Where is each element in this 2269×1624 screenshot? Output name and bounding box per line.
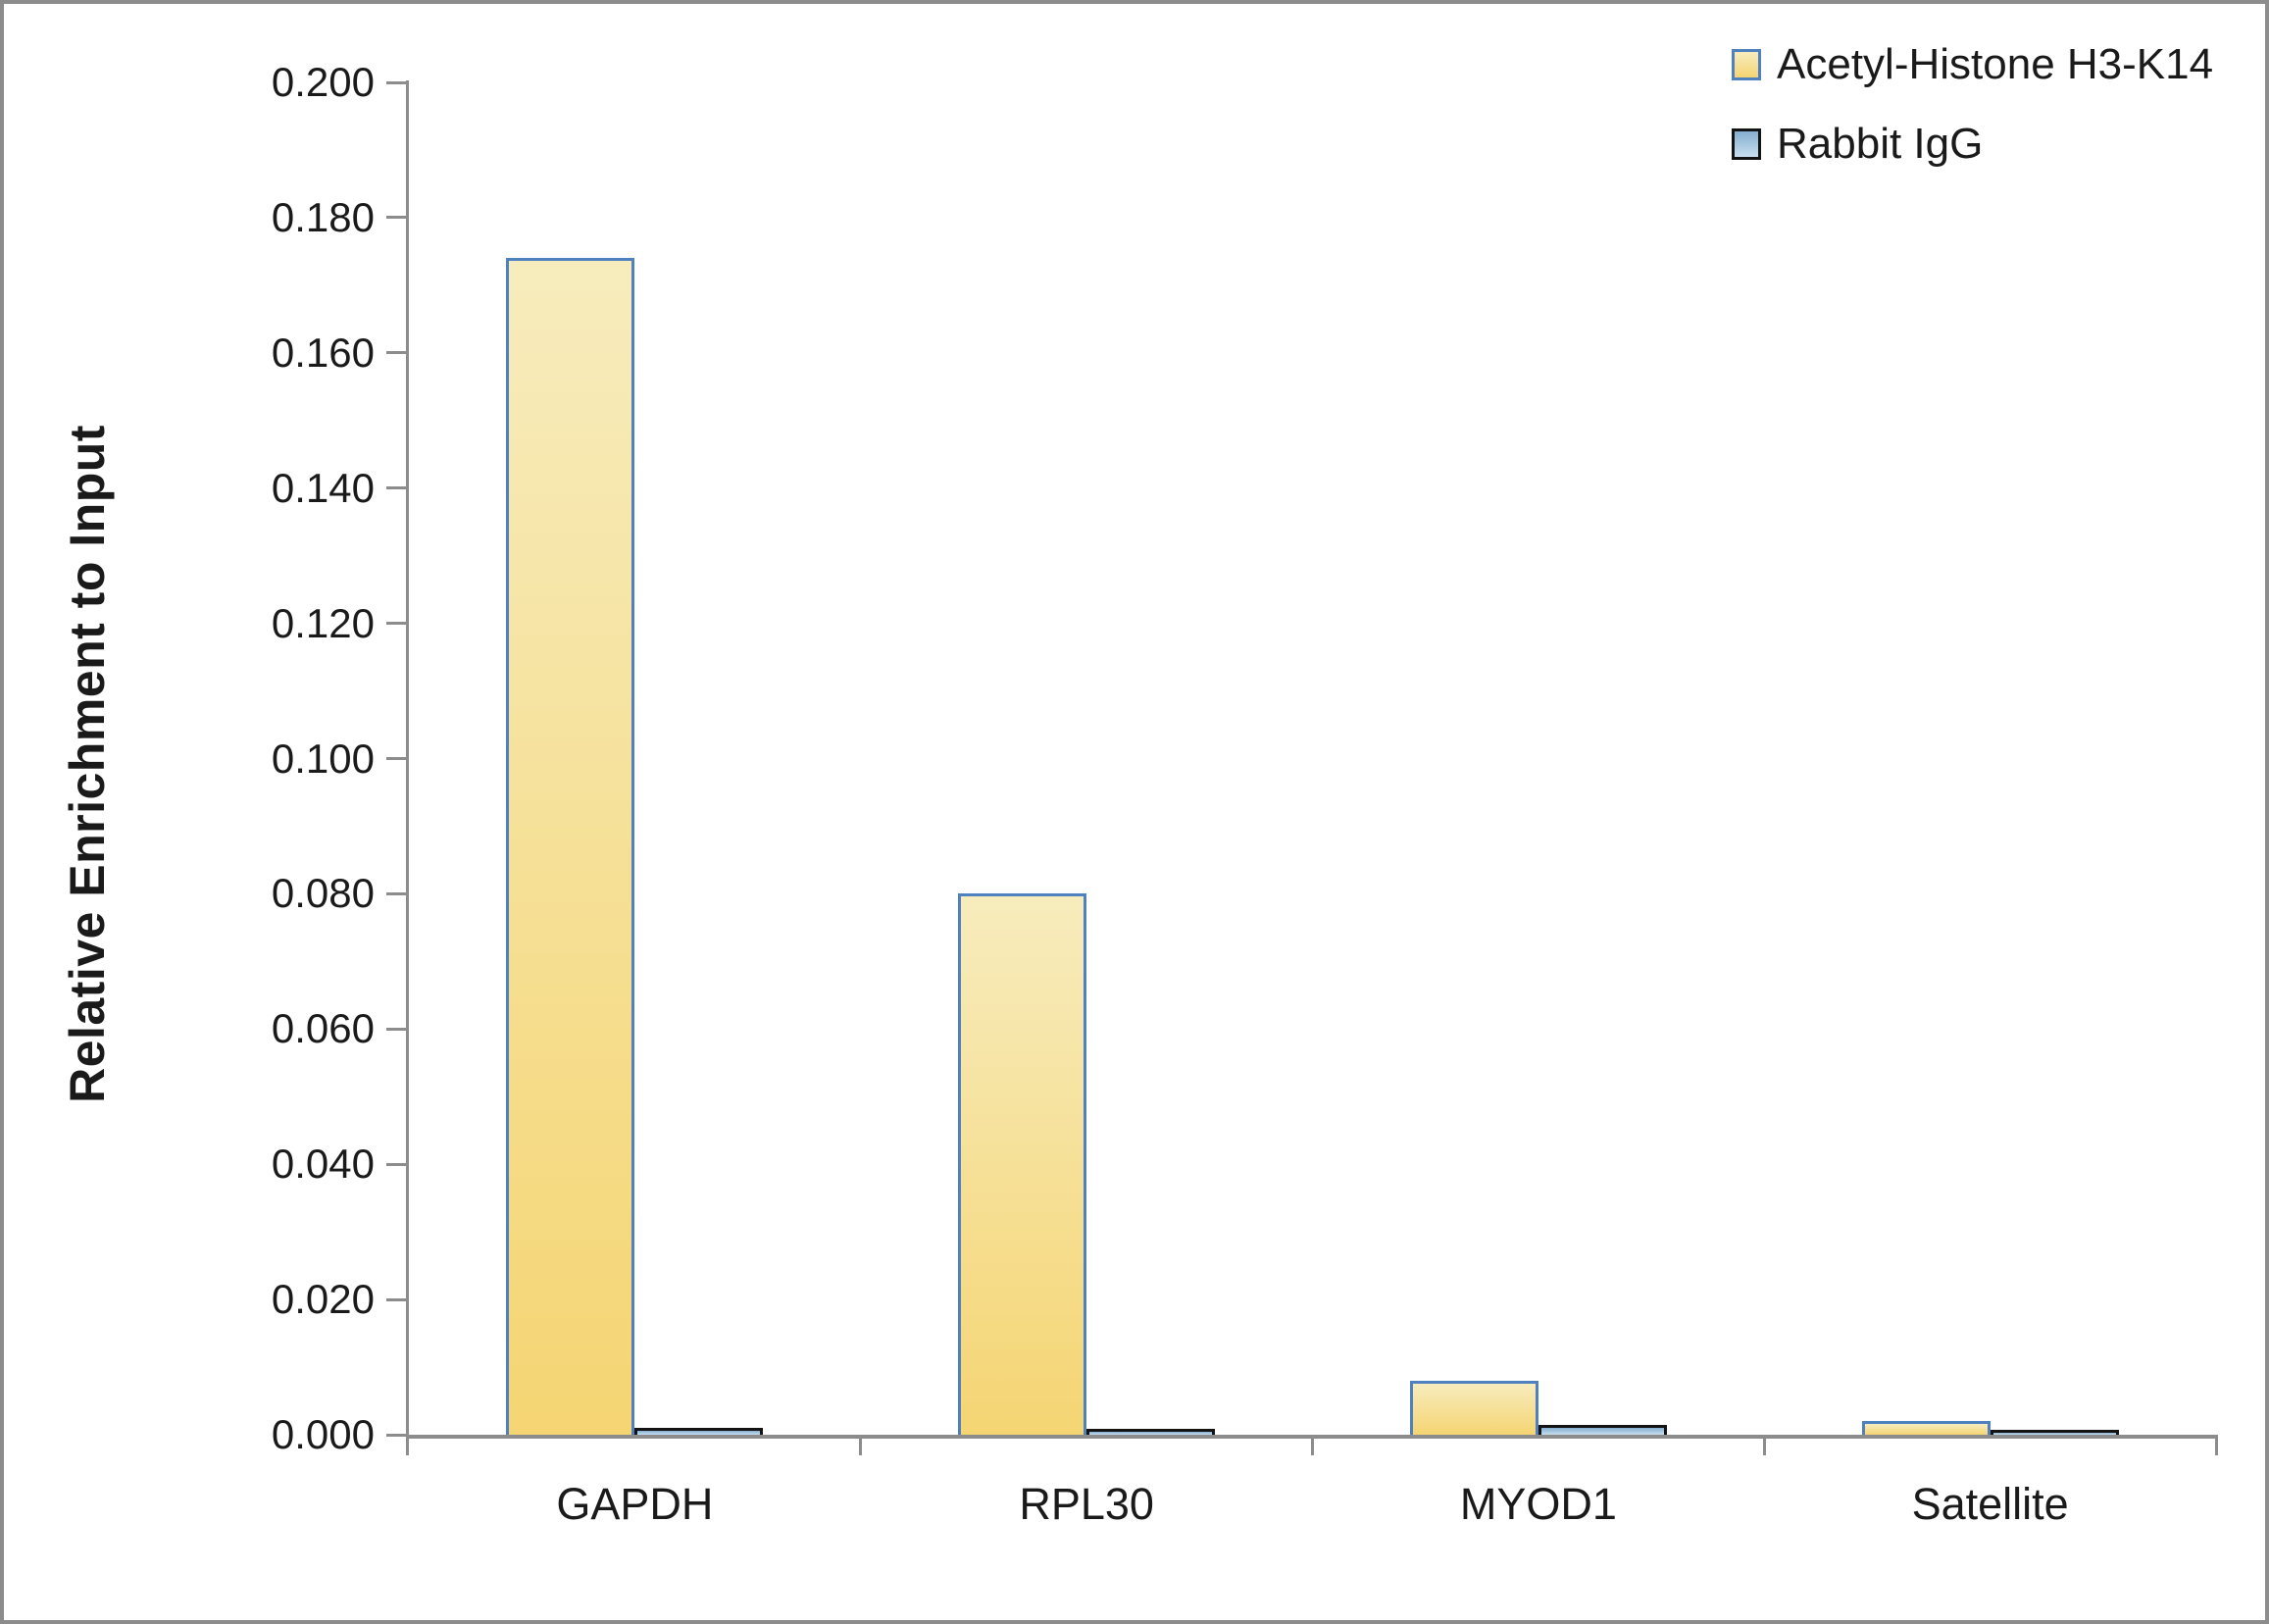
y-tick-label: 0.020 xyxy=(271,1276,375,1323)
y-axis-line xyxy=(406,80,409,1455)
x-category-label: MYOD1 xyxy=(1459,1479,1617,1529)
legend-label: Acetyl-Histone H3-K14 xyxy=(1777,40,2214,88)
y-tick-label: 0.000 xyxy=(271,1411,375,1457)
legend-entry-acetyl-histone-h3-k14: Acetyl-Histone H3-K14 xyxy=(1732,41,2213,88)
x-category-label: GAPDH xyxy=(556,1479,714,1529)
x-category-label: Satellite xyxy=(1911,1479,2069,1529)
bar-igg-gapdh xyxy=(634,1428,764,1435)
y-axis-tick xyxy=(386,622,406,626)
y-tick-label: 0.060 xyxy=(271,1005,375,1052)
legend: Acetyl-Histone H3-K14 Rabbit IgG xyxy=(1732,41,2213,168)
y-tick-label: 0.040 xyxy=(271,1141,375,1188)
x-axis-tick xyxy=(859,1435,863,1455)
bar-acetyl-rpl30 xyxy=(958,893,1087,1435)
legend-entry-rabbit-igg: Rabbit IgG xyxy=(1732,121,2213,168)
y-axis-tick xyxy=(386,486,406,490)
y-tick-label: 0.100 xyxy=(271,735,375,782)
y-tick-label: 0.120 xyxy=(271,599,375,646)
x-axis-tick xyxy=(2214,1435,2218,1455)
plot-area: 0.000 0.020 0.040 0.060 0.080 0.100 0.120 0.140… xyxy=(272,62,2218,1526)
y-tick-label: 0.180 xyxy=(271,193,375,240)
y-tick-label: 0.160 xyxy=(271,329,375,376)
y-axis-title: Relative Enrichment to Input xyxy=(60,425,115,1103)
y-axis-tick xyxy=(386,216,406,220)
y-axis-tick xyxy=(386,1162,406,1166)
legend-label: Rabbit IgG xyxy=(1777,120,1984,168)
y-axis-tick xyxy=(386,1433,406,1437)
bar-acetyl-satellite xyxy=(1861,1421,1991,1435)
legend-swatch-rabbit-igg-icon xyxy=(1732,128,1761,160)
bar-igg-rpl30 xyxy=(1086,1429,1216,1435)
bar-igg-myod1 xyxy=(1538,1424,1667,1435)
bar-igg-satellite xyxy=(1990,1430,2119,1435)
y-axis-tick xyxy=(386,757,406,760)
y-axis-tick xyxy=(386,1297,406,1301)
bar-acetyl-myod1 xyxy=(1409,1380,1538,1435)
x-axis-tick xyxy=(1762,1435,1766,1455)
y-axis-tick xyxy=(386,891,406,895)
y-axis-tick xyxy=(386,1027,406,1031)
y-tick-label: 0.200 xyxy=(271,59,375,105)
y-axis-tick xyxy=(386,351,406,355)
x-axis-tick xyxy=(1311,1435,1314,1455)
y-tick-label: 0.080 xyxy=(271,870,375,917)
y-tick-label: 0.140 xyxy=(271,464,375,511)
x-category-label: RPL30 xyxy=(1019,1479,1154,1529)
bar-acetyl-gapdh xyxy=(506,258,635,1435)
y-axis-tick xyxy=(386,80,406,84)
legend-swatch-acetyl-histone-icon xyxy=(1732,49,1761,80)
